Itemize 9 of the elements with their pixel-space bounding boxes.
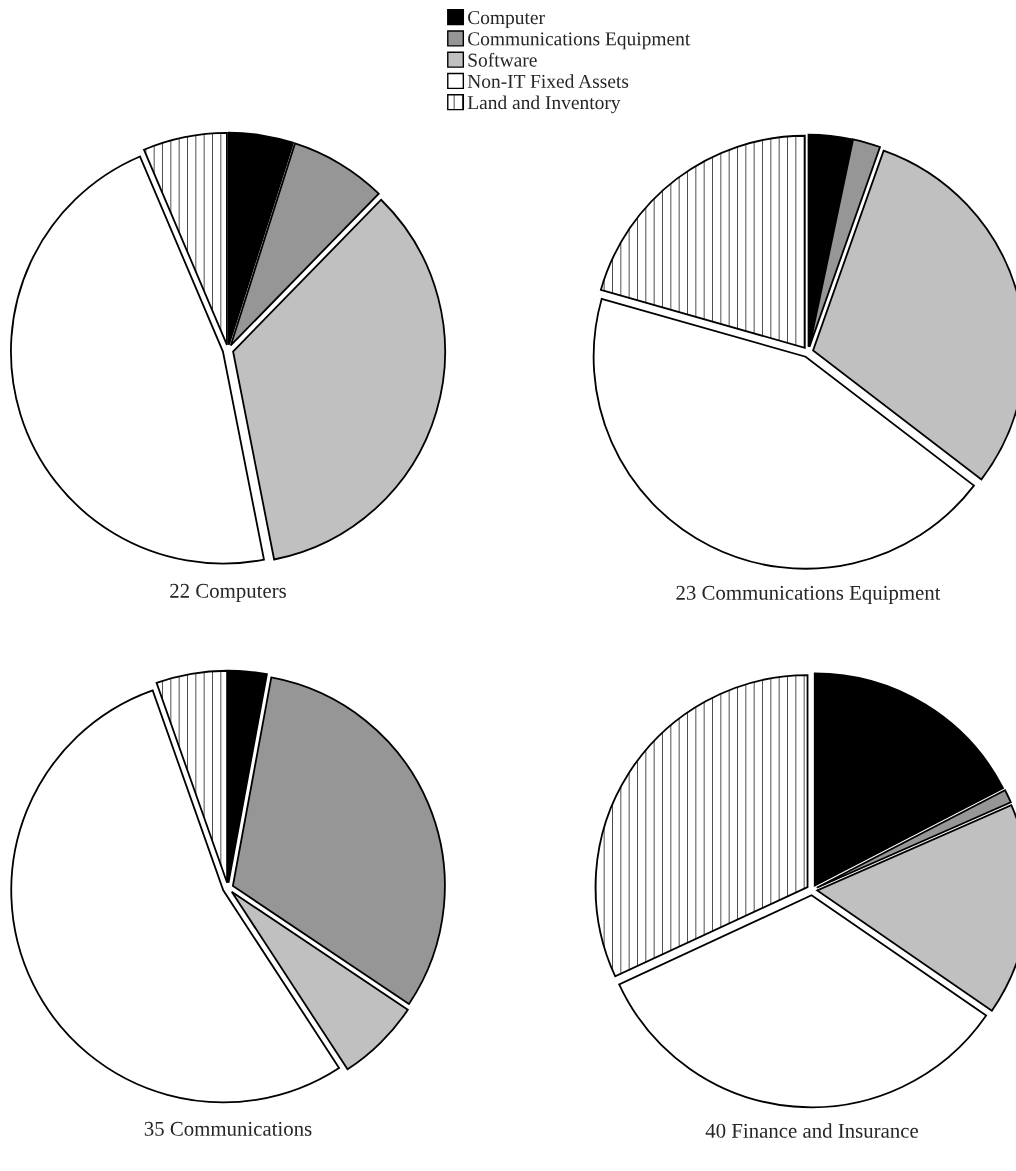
- legend-label: Software: [468, 52, 537, 67]
- legend-label: Land and Inventory: [467, 95, 621, 114]
- legend-label: Computer: [468, 11, 545, 29]
- text: 40 Finance and Insurance: [705, 1123, 919, 1138]
- text: 23 Communications Equipment: [676, 585, 941, 605]
- legend-label: Non-IT Fixed Assets: [467, 74, 629, 88]
- text: 22 Computers: [170, 583, 286, 603]
- text: 35 Communications: [144, 1121, 312, 1136]
- legend-label: Communications Equipment: [468, 32, 691, 50]
